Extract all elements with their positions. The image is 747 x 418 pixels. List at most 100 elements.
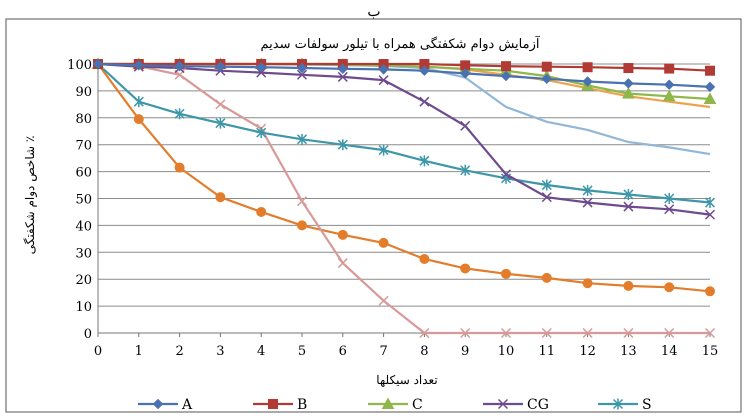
y-tick-label: 0 xyxy=(84,327,92,342)
data-point xyxy=(419,327,430,339)
legend-marker xyxy=(268,399,278,409)
data-point xyxy=(582,62,593,73)
data-point xyxy=(623,78,634,89)
data-point xyxy=(501,61,511,72)
legend-item-s: S xyxy=(598,397,652,413)
data-point xyxy=(703,92,717,104)
data-point xyxy=(582,184,593,196)
data-point xyxy=(419,155,430,167)
data-point xyxy=(460,327,471,339)
y-tick-label: 10 xyxy=(75,300,92,315)
data-point xyxy=(215,117,226,129)
data-point xyxy=(337,258,348,269)
data-point xyxy=(664,327,675,339)
data-point xyxy=(704,197,716,209)
data-point xyxy=(419,65,430,76)
legend: A B C CG S xyxy=(138,397,652,413)
data-point xyxy=(459,68,471,79)
legend-item-cg: CG xyxy=(483,397,549,413)
x-tick-label: 1 xyxy=(135,344,143,359)
y-axis-label: شاخص دوام شکفتگی ٪ xyxy=(23,136,37,255)
data-point xyxy=(92,58,104,70)
x-tick-label: 4 xyxy=(257,344,265,359)
x-tick-label: 9 xyxy=(461,344,469,359)
chart-title: آزمایش دوام شکفتگی همراه با تیلور سولفات… xyxy=(261,35,541,52)
x-tick-label: 12 xyxy=(579,344,596,359)
data-point xyxy=(174,60,185,72)
data-point xyxy=(500,70,512,82)
x-tick-label: 15 xyxy=(702,344,719,359)
data-point xyxy=(500,327,512,339)
data-point xyxy=(256,206,267,217)
x-tick-label: 7 xyxy=(379,344,387,359)
y-tick-label: 90 xyxy=(75,85,92,100)
data-point xyxy=(460,164,471,176)
data-point xyxy=(337,63,349,75)
data-point xyxy=(378,64,389,75)
x-tick-label: 0 xyxy=(94,344,102,359)
y-tick-label: 100 xyxy=(67,58,92,73)
data-point xyxy=(255,62,267,73)
data-point xyxy=(541,61,552,72)
series-line xyxy=(98,62,711,72)
legend-marker xyxy=(612,398,624,410)
data-point xyxy=(582,76,593,87)
data-point xyxy=(705,286,715,297)
data-point xyxy=(582,327,593,339)
legend-label: A xyxy=(181,397,193,413)
y-tick-label: 20 xyxy=(75,273,92,288)
x-tick-label: 11 xyxy=(539,344,556,359)
data-point xyxy=(460,120,471,131)
data-point xyxy=(705,65,715,76)
data-point xyxy=(582,197,593,208)
data-point xyxy=(337,229,348,240)
data-point xyxy=(378,237,389,248)
data-point xyxy=(174,162,185,173)
x-tick-label: 5 xyxy=(298,344,306,359)
x-tick-label: 13 xyxy=(620,344,637,359)
series-line xyxy=(97,63,711,293)
series-line xyxy=(97,62,711,216)
header-mark: ب xyxy=(367,4,380,20)
data-point xyxy=(296,196,308,207)
legend-label: B xyxy=(297,397,307,413)
legend-label: C xyxy=(412,397,423,413)
data-point xyxy=(500,169,512,180)
data-point xyxy=(133,114,144,125)
data-point xyxy=(623,280,634,291)
data-point xyxy=(419,96,430,107)
data-point xyxy=(541,73,553,85)
data-point xyxy=(460,263,471,274)
legend-marker xyxy=(497,398,509,410)
data-point xyxy=(623,188,634,200)
data-point xyxy=(133,60,145,71)
x-tick-label: 10 xyxy=(498,344,515,359)
legend-marker xyxy=(381,397,395,409)
series-line xyxy=(97,62,711,88)
x-tick-label: 2 xyxy=(175,344,183,359)
data-point xyxy=(623,201,634,212)
y-tick-label: 60 xyxy=(75,166,92,181)
x-tick-label: 14 xyxy=(661,344,678,359)
y-tick-label: 50 xyxy=(75,193,92,208)
data-point xyxy=(622,87,635,99)
data-point xyxy=(337,139,348,151)
data-point xyxy=(664,193,675,204)
y-tick-label: 70 xyxy=(75,139,92,154)
legend-marker xyxy=(152,398,164,410)
data-point xyxy=(256,127,267,139)
data-point xyxy=(501,268,511,279)
series-line xyxy=(97,62,710,335)
data-point xyxy=(664,204,675,215)
data-point xyxy=(215,192,226,203)
data-point xyxy=(378,295,389,306)
data-point xyxy=(296,62,308,74)
data-point xyxy=(256,67,267,78)
data-point xyxy=(582,278,593,289)
data-point xyxy=(623,63,634,74)
y-tick-label: 80 xyxy=(75,112,92,127)
legend-label: CG xyxy=(527,397,549,413)
